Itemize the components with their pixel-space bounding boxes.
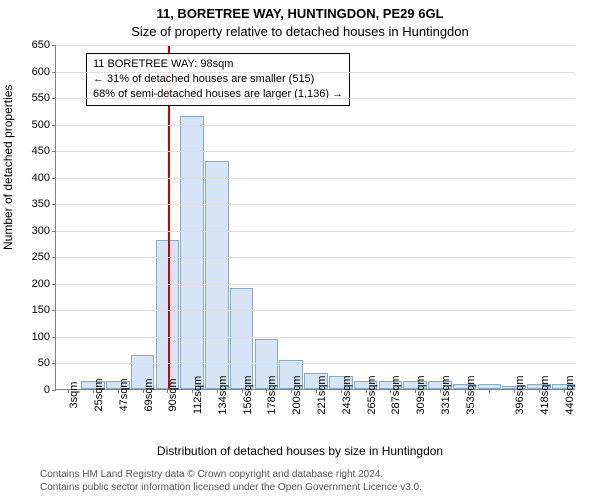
annotation-line: 68% of semi-detached houses are larger (… xyxy=(93,87,343,102)
ytick-mark xyxy=(52,257,56,258)
ytick-label: 200 xyxy=(32,278,50,290)
ytick-mark xyxy=(52,363,56,364)
gridline xyxy=(56,231,575,232)
ytick-label: 350 xyxy=(32,198,50,210)
gridline xyxy=(56,151,575,152)
xtick-mark xyxy=(489,389,490,393)
plot-area: 11 BORETREE WAY: 98sqm ← 31% of detached… xyxy=(55,45,575,390)
xtick-label: 353sqm xyxy=(465,375,477,414)
gridline xyxy=(56,45,575,46)
gridline xyxy=(56,284,575,285)
ytick-label: 300 xyxy=(32,225,50,237)
xtick-label: 3sqm xyxy=(68,382,80,409)
ytick-label: 50 xyxy=(38,357,50,369)
xtick-label: 243sqm xyxy=(341,375,353,414)
gridline xyxy=(56,125,575,126)
ytick-mark xyxy=(52,72,56,73)
chart-subtitle: Size of property relative to detached ho… xyxy=(0,24,600,39)
ytick-mark xyxy=(52,178,56,179)
xtick-label: 221sqm xyxy=(316,375,328,414)
gridline xyxy=(56,310,575,311)
gridline xyxy=(56,178,575,179)
footer-line: Contains HM Land Registry data © Crown c… xyxy=(40,468,422,481)
histogram-bar xyxy=(230,288,254,389)
gridline xyxy=(56,72,575,73)
ytick-mark xyxy=(52,45,56,46)
xtick-label: 69sqm xyxy=(143,378,155,411)
annotation-line: ← 31% of detached houses are smaller (51… xyxy=(93,72,343,87)
ytick-label: 650 xyxy=(32,39,50,51)
ytick-label: 150 xyxy=(32,304,50,316)
xtick-label: 25sqm xyxy=(93,378,105,411)
xtick-label: 440sqm xyxy=(564,375,576,414)
ytick-label: 450 xyxy=(32,145,50,157)
ytick-mark xyxy=(52,98,56,99)
chart-title: 11, BORETREE WAY, HUNTINGDON, PE29 6GL xyxy=(0,6,600,21)
ytick-label: 400 xyxy=(32,172,50,184)
footer-line: Contains public sector information licen… xyxy=(40,481,422,494)
histogram-bar xyxy=(205,161,229,389)
ytick-label: 600 xyxy=(32,66,50,78)
xtick-label: 265sqm xyxy=(366,375,378,414)
ytick-mark xyxy=(52,204,56,205)
gridline xyxy=(56,204,575,205)
xtick-label: 90sqm xyxy=(167,378,179,411)
xtick-label: 134sqm xyxy=(217,375,229,414)
xtick-label: 396sqm xyxy=(514,375,526,414)
xtick-label: 331sqm xyxy=(440,375,452,414)
xtick-label: 200sqm xyxy=(291,375,303,414)
gridline xyxy=(56,257,575,258)
ytick-label: 550 xyxy=(32,92,50,104)
histogram-bar xyxy=(180,116,204,389)
ytick-mark xyxy=(52,125,56,126)
gridline xyxy=(56,337,575,338)
xtick-label: 47sqm xyxy=(118,378,130,411)
xtick-label: 287sqm xyxy=(390,375,402,414)
ytick-mark xyxy=(52,284,56,285)
ytick-mark xyxy=(52,337,56,338)
xtick-label: 156sqm xyxy=(242,375,254,414)
ytick-mark xyxy=(52,310,56,311)
xtick-label: 309sqm xyxy=(415,375,427,414)
annotation-line: 11 BORETREE WAY: 98sqm xyxy=(93,57,343,72)
ytick-label: 100 xyxy=(32,331,50,343)
ytick-mark xyxy=(52,151,56,152)
footer-attribution: Contains HM Land Registry data © Crown c… xyxy=(40,468,422,494)
gridline xyxy=(56,363,575,364)
ytick-label: 0 xyxy=(44,384,50,396)
y-axis-label: Number of detached properties xyxy=(1,85,15,250)
x-axis-label: Distribution of detached houses by size … xyxy=(0,444,600,458)
ytick-mark xyxy=(52,231,56,232)
xtick-label: 178sqm xyxy=(266,375,278,414)
ytick-label: 250 xyxy=(32,251,50,263)
gridline xyxy=(56,98,575,99)
ytick-mark xyxy=(52,390,56,391)
xtick-label: 418sqm xyxy=(539,375,551,414)
ytick-label: 500 xyxy=(32,119,50,131)
xtick-label: 112sqm xyxy=(192,376,204,414)
